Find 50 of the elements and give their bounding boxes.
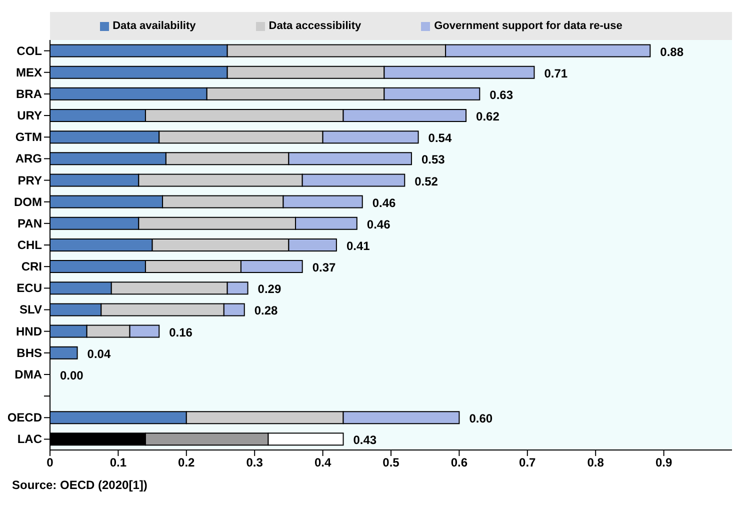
- y-tick-label: OECD: [7, 410, 42, 425]
- y-tick-label: PRY: [18, 173, 42, 188]
- x-tick-label: 0.9: [655, 456, 672, 470]
- x-tick-label: 0.6: [450, 456, 468, 470]
- x-tick-label: 0.1: [110, 456, 127, 470]
- y-tick-label: URY: [17, 108, 42, 123]
- total-label: 0.71: [544, 66, 568, 80]
- x-tick-label: 0.4: [314, 456, 332, 470]
- y-tick-label: CHL: [17, 238, 42, 252]
- legend-label: Data availability: [112, 20, 196, 32]
- total-label: 0.63: [490, 88, 514, 102]
- legend-label: Data accessibility: [268, 20, 362, 32]
- legend-label: Government support for data re-use: [434, 20, 622, 32]
- total-label: 0.53: [421, 152, 446, 167]
- total-label: 0.04: [87, 346, 111, 361]
- y-tick-label: MEX: [16, 65, 42, 80]
- source-note: Source: OECD (2020[1]): [12, 478, 148, 492]
- total-label: 0.52: [414, 174, 438, 188]
- y-tick-label: COL: [16, 44, 42, 58]
- x-tick-label: 0.3: [246, 456, 264, 470]
- total-label: 0.37: [312, 260, 336, 275]
- total-label: 0.00: [60, 368, 84, 382]
- y-tick-label: LAC: [17, 432, 42, 446]
- y-tick-label: BRA: [16, 86, 42, 101]
- total-label: 0.62: [476, 110, 500, 124]
- y-tick-label: CRI: [21, 260, 42, 274]
- total-label: 0.46: [372, 196, 396, 210]
- y-tick-label: HND: [16, 324, 42, 338]
- total-label: 0.41: [346, 239, 370, 253]
- y-tick-label: SLV: [20, 302, 42, 317]
- total-label: 0.88: [660, 44, 684, 59]
- total-label: 0.46: [366, 217, 391, 232]
- x-tick-label: 0.8: [587, 456, 604, 470]
- x-tick-label: 0.5: [382, 456, 400, 470]
- y-tick-label: GTM: [15, 130, 42, 144]
- x-tick-label: 0.2: [178, 456, 196, 470]
- y-tick-label: ECU: [16, 281, 42, 296]
- y-tick-label: PAN: [18, 216, 42, 230]
- y-tick-label: DMA: [14, 367, 42, 382]
- total-label: 0.60: [469, 412, 493, 426]
- y-tick-label: BHS: [16, 346, 42, 360]
- x-tick-label: 0: [46, 456, 54, 470]
- total-label: 0.54: [428, 131, 452, 146]
- total-label: 0.29: [258, 282, 282, 296]
- total-label: 0.16: [169, 325, 193, 340]
- total-label: 0.43: [353, 433, 377, 448]
- x-tick-label: 0.7: [519, 456, 536, 470]
- total-label: 0.28: [254, 304, 278, 318]
- y-tick-label: ARG: [15, 152, 42, 166]
- y-tick-label: DOM: [14, 194, 42, 209]
